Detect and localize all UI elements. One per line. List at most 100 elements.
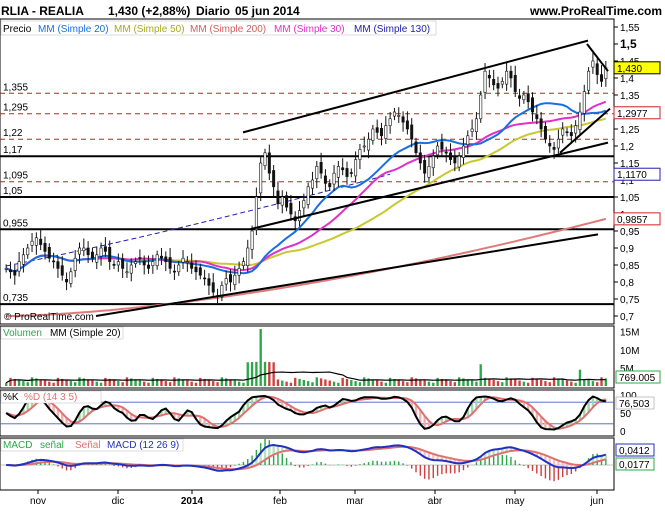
candle-body — [479, 94, 483, 120]
candle-body — [371, 128, 375, 141]
volume-bar — [220, 377, 224, 386]
price-tick-label: 1,05 — [620, 193, 640, 204]
candle-body — [345, 168, 349, 177]
candle-body — [302, 200, 306, 209]
price-panel-frame — [0, 18, 615, 325]
candle-body — [380, 128, 383, 137]
candle-body — [103, 246, 107, 252]
candle-body — [194, 266, 198, 273]
candle-body — [556, 138, 560, 149]
volume-bar — [203, 378, 206, 386]
candle-body — [518, 95, 522, 99]
candle-body — [246, 247, 250, 266]
candle-body — [78, 247, 81, 255]
volume-bar — [65, 380, 68, 386]
x-tick-label: nov — [30, 496, 46, 507]
volume-bar — [22, 381, 25, 386]
candle-body — [310, 179, 314, 189]
volume-ma-line — [5, 371, 606, 384]
volume-bar — [48, 381, 51, 386]
candle-body — [52, 260, 56, 263]
volume-bar — [17, 380, 21, 386]
volume-bar — [186, 380, 189, 386]
candle-body — [263, 152, 267, 167]
macd-layer — [0, 438, 614, 482]
candle-body — [470, 128, 474, 133]
x-tick-label: dic — [112, 496, 125, 507]
candle-body — [151, 261, 155, 266]
candle-body — [427, 166, 431, 178]
volume-bar — [587, 380, 590, 386]
volume-bar — [212, 381, 215, 386]
candle-body — [349, 172, 353, 174]
trendline-upper — [242, 39, 589, 134]
volume-bar — [4, 382, 8, 386]
candle-body — [13, 270, 17, 276]
candle-body — [30, 240, 34, 246]
header-date: 05 jun 2014 — [235, 4, 300, 18]
price-tick-label: 0,9 — [620, 244, 634, 255]
volume-bar — [432, 382, 435, 386]
candle-body — [539, 118, 543, 130]
volume-bar — [78, 377, 81, 386]
level-label: 1,355 — [3, 82, 28, 93]
legend-volumen: Volumen — [3, 328, 42, 339]
candle-body — [8, 269, 12, 273]
volume-bar — [229, 379, 232, 386]
volume-bar — [414, 378, 418, 386]
price-legend: Precio MM (Simple 20) MM (Simple 50) MM … — [0, 20, 437, 36]
volume-bar — [207, 380, 211, 386]
trendline-wedge — [586, 43, 609, 72]
volume-bar — [544, 381, 547, 386]
volume-bar — [531, 377, 534, 386]
candle-body — [552, 147, 556, 150]
ma20-line — [5, 102, 607, 275]
volume-bar — [91, 380, 94, 386]
header-ticker: RLIA - REALIA — [1, 4, 84, 18]
volume-bar — [104, 377, 107, 386]
level-label: 1,095 — [3, 171, 28, 182]
candle-body — [43, 242, 47, 252]
x-tick-label: 2014 — [181, 496, 204, 507]
candle-body — [466, 135, 470, 145]
volume-bar — [393, 378, 396, 386]
candle-body — [276, 190, 280, 205]
candle-body — [414, 141, 418, 154]
level-label: 1,22 — [3, 128, 23, 139]
volume-bar — [147, 382, 150, 386]
volume-bar — [134, 379, 137, 386]
candle-body — [203, 277, 207, 280]
volume-bar — [255, 361, 258, 386]
ma200-line — [6, 217, 607, 317]
trendline-base — [95, 233, 599, 317]
stochastic-layer: 100 50 0 — [0, 391, 637, 438]
volume-bar — [505, 377, 508, 386]
candle-body — [513, 74, 517, 92]
volume-bar — [276, 379, 280, 386]
volume-bar — [462, 378, 465, 386]
volume-last-value: 769.005 — [619, 373, 656, 384]
volume-bar — [380, 381, 383, 386]
ma130-line — [6, 173, 391, 267]
volume-bar — [121, 382, 124, 386]
candle-body — [138, 257, 142, 259]
candle-body — [392, 111, 396, 117]
legend-vol-ma20: MM (Simple 20) — [50, 328, 121, 339]
candle-body — [82, 247, 86, 252]
volume-bar — [514, 379, 517, 386]
volume-bar — [173, 377, 176, 386]
volume-bar — [190, 381, 193, 386]
volume-bar — [453, 382, 457, 386]
volume-bar — [449, 381, 452, 386]
watermark: © ProRealTime.com — [4, 312, 94, 323]
volume-bar — [30, 377, 34, 386]
volume-bar — [35, 378, 38, 386]
price-tag — [613, 106, 661, 120]
volume-bar — [397, 380, 400, 386]
candle-body — [354, 159, 358, 177]
volume-bar — [367, 378, 370, 386]
legend-ma50: MM (Simple 50) — [114, 24, 185, 35]
candle-body — [453, 156, 457, 164]
volume-legend: Volumen MM (Simple 20) — [0, 326, 124, 340]
volume-bar — [561, 379, 564, 386]
